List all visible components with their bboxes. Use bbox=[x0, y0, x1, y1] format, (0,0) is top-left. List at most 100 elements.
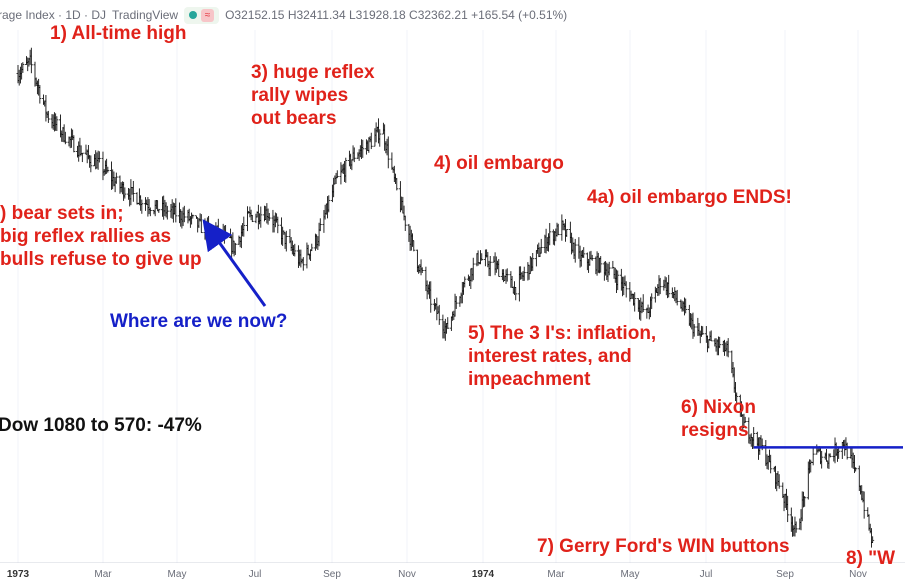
price-bar bbox=[245, 206, 249, 232]
price-bar bbox=[454, 296, 458, 309]
price-bar bbox=[165, 205, 169, 220]
price-bar bbox=[811, 447, 815, 466]
price-bar bbox=[769, 454, 773, 474]
price-bar bbox=[786, 495, 790, 523]
price-bar bbox=[395, 177, 399, 191]
price-bar bbox=[123, 187, 127, 199]
price-bar bbox=[301, 257, 305, 271]
price-bar bbox=[582, 247, 586, 258]
price-bar bbox=[837, 447, 841, 459]
price-bar bbox=[157, 208, 161, 213]
price-bar bbox=[318, 218, 322, 232]
price-bar bbox=[862, 491, 866, 519]
price-bar bbox=[675, 289, 679, 306]
price-chart bbox=[0, 30, 905, 563]
price-bar bbox=[633, 292, 637, 312]
price-bar bbox=[344, 157, 348, 183]
price-bar bbox=[97, 151, 101, 163]
price-bar bbox=[80, 152, 84, 163]
price-bar bbox=[72, 135, 76, 153]
x-tick-label: Mar bbox=[94, 569, 112, 580]
x-tick-label: Nov bbox=[849, 569, 867, 580]
price-bar bbox=[565, 229, 569, 237]
price-bar bbox=[378, 129, 382, 147]
price-bar bbox=[250, 214, 254, 223]
price-bar bbox=[539, 238, 543, 254]
symbol-label[interactable]: rage Index · 1D · DJ bbox=[0, 8, 107, 22]
price-bar bbox=[437, 304, 441, 325]
annotation-reflex-rally: 3) huge reflex rally wipes out bears bbox=[251, 62, 375, 129]
x-tick-label: Sep bbox=[323, 569, 341, 580]
annotation-embargo-ends: 4a) oil embargo ENDS! bbox=[587, 187, 792, 208]
status-pill[interactable]: ≈ bbox=[184, 6, 220, 24]
annotation-oil-embargo: 4) oil embargo bbox=[434, 153, 564, 174]
price-bar bbox=[259, 206, 263, 228]
price-bar bbox=[650, 293, 654, 310]
price-bar bbox=[361, 139, 365, 158]
price-bar bbox=[174, 198, 178, 223]
chart-header: rage Index · 1D · DJ TradingView ≈ O3215… bbox=[0, 0, 905, 30]
x-tick-label: Jul bbox=[699, 569, 713, 580]
price-bar bbox=[718, 336, 722, 349]
annotation-where-now: Where are we now? bbox=[110, 311, 288, 332]
price-bar bbox=[743, 416, 747, 423]
price-bar bbox=[607, 261, 611, 276]
price-bar bbox=[429, 281, 433, 313]
price-bar bbox=[412, 240, 416, 252]
x-tick-label: Nov bbox=[398, 569, 416, 580]
price-bar bbox=[514, 287, 518, 301]
price-bar bbox=[182, 205, 186, 223]
price-bar bbox=[726, 338, 730, 358]
where-now-arrow bbox=[202, 219, 267, 307]
price-bar bbox=[63, 131, 67, 145]
x-tick-label: Jul bbox=[248, 569, 262, 580]
price-bar bbox=[21, 62, 25, 73]
price-bar bbox=[692, 324, 696, 337]
x-tick-label: Mar bbox=[547, 569, 565, 580]
price-bar bbox=[794, 521, 798, 533]
price-bar bbox=[446, 317, 450, 329]
alert-icon: ≈ bbox=[201, 8, 215, 22]
price-bar bbox=[667, 274, 671, 298]
source-label: TradingView bbox=[112, 8, 179, 22]
price-bar bbox=[752, 427, 756, 449]
price-bar bbox=[276, 216, 280, 234]
x-tick-label: Sep bbox=[776, 569, 794, 580]
price-bar bbox=[803, 496, 807, 507]
price-bar bbox=[573, 238, 577, 263]
annotation-three-is: 5) The 3 I's: inflation, interest rates,… bbox=[468, 323, 657, 390]
price-bar bbox=[611, 260, 615, 269]
price-bar bbox=[89, 155, 93, 173]
annotation-dow-decline: Dow 1080 to 570: -47% bbox=[0, 415, 202, 436]
price-bar bbox=[369, 132, 373, 150]
price-bar bbox=[386, 136, 390, 169]
price-bar bbox=[497, 259, 501, 277]
price-bar bbox=[101, 151, 105, 181]
annotation-nixon-resigns: 6) Nixon resigns bbox=[681, 397, 756, 441]
price-bar bbox=[480, 253, 484, 261]
x-tick-label: 1973 bbox=[6, 569, 30, 580]
price-bar bbox=[38, 84, 42, 104]
price-bar bbox=[352, 147, 356, 163]
price-bar bbox=[242, 216, 246, 237]
price-bar bbox=[854, 467, 858, 472]
x-tick-label: May bbox=[620, 569, 640, 580]
annotation-win-buttons: 7) Gerry Ford's WIN buttons bbox=[537, 536, 790, 557]
price-bar bbox=[140, 199, 144, 214]
price-bar bbox=[471, 257, 475, 281]
price-bar bbox=[403, 215, 407, 232]
price-bar bbox=[55, 116, 59, 131]
ohlc-readout: O32152.15 H32411.34 L31928.18 C32362.21 … bbox=[225, 8, 568, 22]
price-bar bbox=[548, 223, 552, 246]
price-bar bbox=[284, 230, 288, 252]
annotation-bear-sets-in: ) bear sets in; big reflex rallies as bu… bbox=[0, 203, 202, 270]
price-bar bbox=[46, 110, 50, 123]
price-bar bbox=[131, 180, 135, 202]
annotation-all-time-high: 1) All-time high bbox=[50, 23, 187, 44]
time-axis[interactable]: 1973 Mar May Jul Sep Nov 1974 Mar May Ju… bbox=[0, 563, 905, 586]
price-bar bbox=[233, 242, 237, 255]
price-bar bbox=[599, 256, 603, 273]
price-bar bbox=[641, 294, 645, 312]
price-bar bbox=[293, 243, 297, 257]
